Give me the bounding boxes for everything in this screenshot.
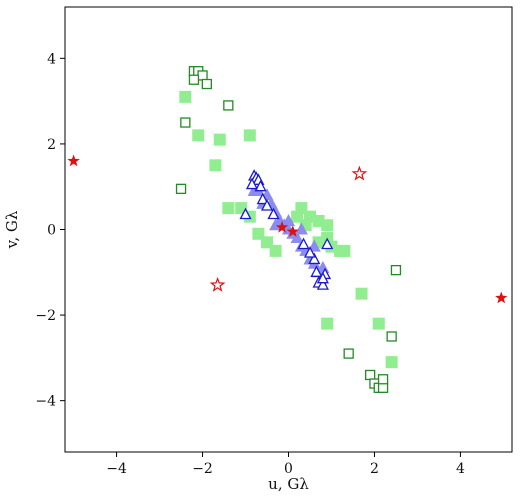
data-point-open-square — [390, 264, 402, 276]
data-point-open-square — [343, 348, 354, 359]
data-point-filled-triangle — [282, 213, 295, 226]
data-point-filled-star — [275, 220, 289, 233]
data-point-filled-square — [213, 133, 226, 146]
data-point-open-triangle — [239, 207, 252, 220]
y-axis-label: v, Gλ — [3, 210, 21, 249]
data-point-open-square — [180, 117, 191, 128]
data-point-open-triangle — [308, 252, 321, 265]
data-point-open-square — [197, 70, 208, 81]
y-tick-label: −4 — [35, 394, 56, 410]
data-point-open-star — [209, 276, 226, 292]
data-point-open-square — [365, 369, 376, 381]
data-point-open-square — [377, 374, 389, 385]
data-point-filled-star — [495, 291, 508, 304]
data-point-open-triangle — [316, 278, 329, 290]
data-point-filled-star — [286, 225, 299, 237]
data-point-open-triangle — [254, 179, 267, 192]
data-point-open-square — [175, 183, 187, 195]
x-tick-label: −4 — [106, 461, 127, 477]
data-point-filled-square — [355, 287, 368, 300]
data-point-open-square — [223, 100, 234, 111]
data-point-open-square — [201, 78, 212, 90]
data-point-filled-square — [192, 129, 205, 142]
plot-marks — [67, 66, 508, 393]
data-point-open-triangle — [297, 237, 310, 250]
data-point-filled-square — [321, 219, 334, 232]
y-tick-label: −2 — [35, 308, 56, 324]
x-tick-label: 2 — [370, 461, 379, 477]
data-point-filled-square — [179, 90, 192, 103]
data-point-open-triangle — [321, 237, 334, 250]
data-point-open-square — [377, 382, 389, 393]
data-point-open-triangle — [303, 246, 317, 258]
x-tick-label: −2 — [192, 461, 213, 477]
data-point-open-triangle — [267, 207, 280, 220]
data-point-open-triangle — [316, 271, 329, 284]
data-point-filled-square — [321, 317, 334, 330]
data-point-open-triangle — [310, 265, 323, 277]
data-point-filled-square — [338, 244, 351, 257]
data-point-filled-square — [222, 202, 235, 215]
data-point-filled-star — [67, 154, 80, 167]
x-axis-label: u, Gλ — [268, 475, 309, 493]
data-point-open-square — [386, 331, 397, 342]
x-tick-label: 0 — [284, 461, 293, 477]
data-point-open-star — [351, 165, 368, 181]
data-point-filled-square — [243, 129, 256, 142]
data-point-filled-triangle — [290, 231, 304, 244]
y-axis-ticks: −4 −2 0 2 4 — [35, 51, 65, 410]
data-point-filled-square — [372, 317, 385, 330]
y-tick-label: 0 — [47, 223, 56, 239]
data-point-open-triangle — [260, 199, 274, 211]
data-point-filled-square — [269, 244, 282, 257]
data-point-filled-square — [209, 159, 222, 172]
data-point-filled-triangle — [247, 183, 261, 196]
y-tick-label: 4 — [47, 51, 56, 67]
data-point-open-triangle — [256, 192, 269, 205]
data-point-filled-square — [252, 227, 265, 240]
data-point-filled-square — [385, 356, 398, 369]
data-point-open-triangle — [245, 177, 259, 190]
x-axis-ticks: −4 −2 0 2 4 — [106, 452, 465, 477]
y-tick-label: 2 — [47, 137, 56, 153]
data-point-open-square — [188, 74, 200, 85]
data-point-filled-triangle — [294, 222, 308, 235]
x-tick-label: 4 — [456, 461, 465, 477]
